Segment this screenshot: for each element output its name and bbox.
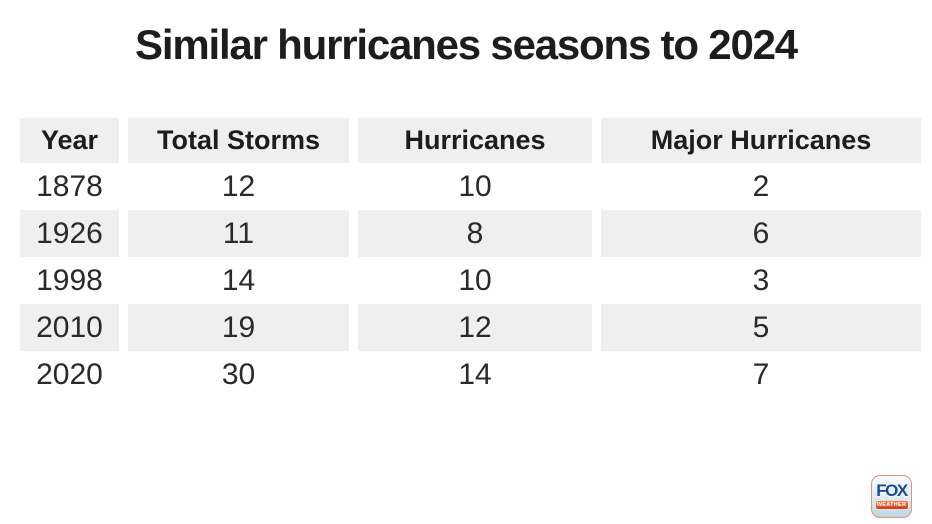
table-cell-year-1998: 1998 [20, 257, 119, 304]
page-title: Similar hurricanes seasons to 2024 [135, 21, 798, 68]
table-cell-year-2020: 2020 [20, 351, 119, 398]
table-cell-hurricanes-2020: 14 [358, 351, 592, 398]
table-cell-hurricanes-1998: 10 [358, 257, 592, 304]
table-cell-hurricanes-1878: 10 [358, 163, 592, 210]
table-cell-major-hurricanes-1878: 2 [601, 163, 921, 210]
table-cell-hurricanes-2010: 12 [358, 304, 592, 351]
table-cell-year-2010: 2010 [20, 304, 119, 351]
column-header-major-hurricanes: Major Hurricanes [601, 118, 921, 163]
fox-weather-banner: WEATHER [874, 500, 909, 510]
table-cell-year-1926: 1926 [20, 210, 119, 257]
table-cell-major-hurricanes-1998: 3 [601, 257, 921, 304]
table-cell-major-hurricanes-2020: 7 [601, 351, 921, 398]
column-header-total-storms: Total Storms [128, 118, 349, 163]
column-header-year: Year [20, 118, 119, 163]
hurricane-seasons-table: Year Total Storms Hurricanes Major Hurri… [20, 118, 922, 398]
table-cell-total-storms-2010: 19 [128, 304, 349, 351]
table-cell-total-storms-2020: 30 [128, 351, 349, 398]
table-cell-total-storms-1926: 11 [128, 210, 349, 257]
column-header-hurricanes: Hurricanes [358, 118, 592, 163]
table-cell-total-storms-1998: 14 [128, 257, 349, 304]
table-cell-hurricanes-1926: 8 [358, 210, 592, 257]
table-cell-total-storms-1878: 12 [128, 163, 349, 210]
fox-weather-logo: FOX WEATHER [871, 475, 912, 518]
fox-logo-text: FOX [876, 481, 908, 500]
table-cell-major-hurricanes-2010: 5 [601, 304, 921, 351]
table-cell-year-1878: 1878 [20, 163, 119, 210]
table-cell-major-hurricanes-1926: 6 [601, 210, 921, 257]
